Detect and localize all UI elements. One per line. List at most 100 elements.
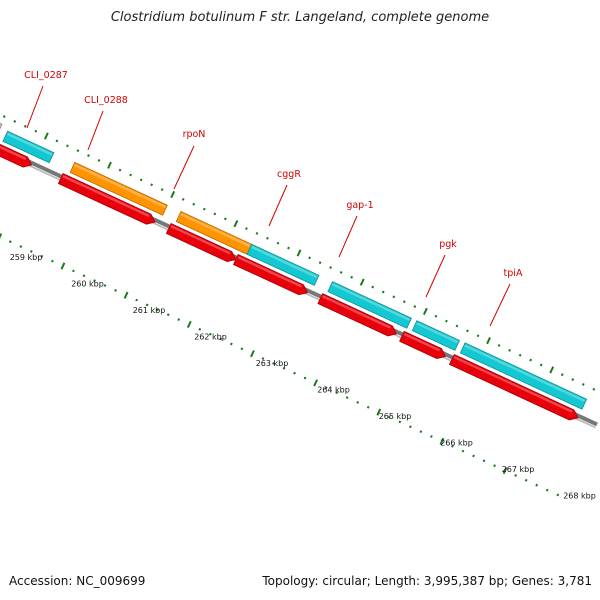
major-tick [186,320,192,329]
minor-tick [308,256,311,260]
label-leader-line [338,215,358,258]
minor-tick [8,240,12,244]
minor-tick [329,266,332,269]
minor-tick [560,373,564,377]
minor-tick [23,124,27,128]
minor-tick [208,332,212,336]
label-leader-line [425,254,446,298]
major-tick [296,249,302,257]
feature-highlight [180,213,251,248]
minor-tick [287,246,290,250]
feature-highlight [453,356,573,413]
gene-block [411,320,461,351]
minor-tick [213,212,217,216]
minor-tick [371,285,375,289]
cds-arrow [448,353,579,421]
feature-highlight [416,322,459,344]
minor-tick [381,290,385,294]
gene-block [327,281,412,329]
minor-tick [223,217,227,221]
map-title: Clostridium botulinum F str. Langeland, … [110,10,490,25]
minor-tick [545,488,549,492]
minor-tick [398,420,402,424]
minor-tick [97,158,101,162]
feature-highlight [62,175,150,218]
feature-highlight [237,256,303,288]
minor-tick [335,391,339,395]
minor-tick [282,366,286,370]
minor-tick [508,348,511,352]
minor-tick [76,149,80,153]
feature-highlight [331,283,410,321]
scale-label: 268 kbp [563,492,596,501]
minor-tick [156,308,160,312]
gene-block [0,122,3,130]
feature-highlight [403,332,440,352]
major-tick [486,337,491,345]
minor-tick [455,324,459,328]
minor-tick [571,378,575,382]
major-tick [359,278,365,286]
feature-track [0,122,588,421]
minor-tick [493,464,496,468]
axis-line [0,145,598,427]
minor-tick [240,347,244,351]
cds-arrow [57,172,156,225]
gene-block [459,342,588,410]
cds-arrow [0,143,33,168]
minor-tick [150,183,154,187]
scale-label: 262 kbp [194,333,227,342]
minor-tick [324,386,328,390]
minor-tick [72,269,75,273]
cds-arrow [232,253,309,296]
minor-tick [408,425,412,429]
scale-label: 265 kbp [379,412,412,421]
minor-tick [293,371,296,375]
label-leader-line [173,145,195,190]
minor-tick [303,376,307,380]
minor-tick [339,271,343,274]
minor-tick [556,493,560,497]
scale-label: 259 kbp [10,253,43,262]
minor-tick [114,288,117,292]
minor-tick [51,259,54,263]
gene-label: pgk [439,239,457,250]
major-tick [423,307,428,315]
minor-tick [135,298,138,302]
minor-tick [13,120,17,123]
minor-tick [529,358,533,362]
major-tick [123,291,129,299]
scale-label: 261 kbp [133,306,166,315]
minor-tick [350,275,354,279]
major-tick [313,379,318,387]
minor-tick [198,327,202,331]
gene-label: rpoN [183,129,206,140]
gene-label: CLI_0287 [24,70,68,81]
label-leaders [26,85,511,327]
minor-tick [166,313,170,317]
minor-tick [387,415,391,419]
major-tick [502,466,508,475]
feature-highlight [322,295,391,329]
feature-highlight [251,245,318,279]
major-tick [60,262,66,270]
label-leader-line [268,184,288,227]
major-tick [549,366,555,374]
scale-label: 267 kbp [502,465,535,474]
accession-label: Accession: NC_009699 [9,574,146,588]
minor-tick [82,274,86,278]
minor-tick [497,344,501,347]
scale-label-group: 259 kbp 260 kbp 261 kbp 262 kbp 263 kbp 264 k… [10,253,596,501]
minor-tick [266,236,269,240]
gene-label: gap-1 [346,200,373,211]
minor-tick [366,405,370,409]
major-tick [170,190,176,199]
feature-highlight [0,145,27,160]
gene-label: tpiA [504,268,523,279]
minor-tick [261,357,265,360]
minor-tick [29,249,33,253]
minor-tick [318,261,322,265]
minor-tick [581,383,585,386]
major-tick [439,437,445,445]
scale-label: 260 kbp [71,280,104,289]
